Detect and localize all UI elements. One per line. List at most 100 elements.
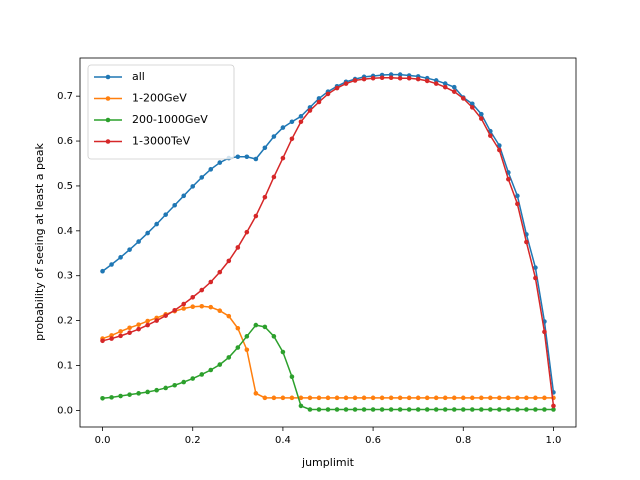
point (406, 75, 412, 81)
point (271, 174, 277, 180)
point (244, 347, 250, 353)
point (316, 395, 322, 401)
point (524, 239, 529, 245)
point (488, 395, 493, 401)
point (244, 334, 250, 339)
point (469, 395, 475, 401)
point (397, 407, 403, 412)
point (488, 407, 493, 412)
point (244, 229, 250, 235)
point (479, 116, 484, 121)
point (515, 201, 520, 207)
point (388, 407, 394, 412)
point (433, 81, 439, 86)
point (497, 143, 502, 148)
point (109, 262, 114, 267)
point (199, 372, 205, 377)
point (181, 301, 187, 307)
point (136, 326, 141, 332)
point (118, 329, 123, 334)
point (406, 407, 412, 412)
point (145, 318, 150, 324)
point (379, 75, 385, 81)
legend-label: all (132, 70, 145, 83)
point (542, 329, 547, 335)
point (271, 395, 277, 401)
point (109, 395, 114, 400)
point (515, 407, 520, 412)
point (100, 268, 105, 274)
point (442, 407, 448, 412)
point (172, 382, 177, 388)
point (127, 325, 132, 331)
y-tick-label: 0.5 (57, 181, 73, 192)
point (334, 407, 340, 412)
point (280, 155, 286, 161)
point (451, 84, 457, 90)
point (424, 78, 430, 84)
point (253, 391, 259, 396)
legend-label: 1-200GeV (132, 92, 187, 105)
point (524, 395, 529, 401)
point (235, 345, 241, 350)
point (199, 303, 205, 309)
point (253, 156, 259, 162)
point (325, 395, 331, 401)
point (451, 89, 457, 94)
point (388, 395, 394, 401)
point (524, 407, 529, 412)
point (451, 395, 457, 401)
legend-marker (105, 96, 111, 101)
legend-marker (105, 74, 111, 80)
axes-frame (79, 57, 577, 428)
point (506, 176, 511, 182)
point (190, 294, 196, 300)
point (533, 407, 538, 412)
point (343, 81, 349, 86)
point (361, 76, 367, 82)
point (343, 395, 349, 401)
y-tick-label: 0.1 (57, 361, 73, 372)
y-tick-label: 0.3 (57, 271, 73, 282)
point (217, 308, 223, 314)
point (145, 322, 150, 328)
y-axis-label: probability of seeing at least a peak (33, 142, 46, 340)
point (289, 119, 295, 125)
point (325, 91, 331, 97)
point (497, 407, 502, 412)
point (388, 75, 394, 81)
point (551, 403, 556, 409)
point (271, 334, 277, 339)
point (370, 75, 376, 81)
point (127, 330, 132, 336)
point (307, 395, 313, 401)
point (199, 287, 205, 293)
point (533, 265, 538, 270)
point (424, 395, 430, 401)
point (244, 154, 250, 160)
point (145, 230, 150, 236)
point (415, 395, 421, 401)
point (190, 376, 196, 381)
point (235, 154, 241, 160)
point (442, 81, 448, 86)
point (415, 407, 421, 412)
point (325, 407, 331, 412)
legend-label: 1-3000TeV (132, 135, 191, 148)
point (361, 407, 367, 412)
point (118, 255, 123, 260)
legend-marker (105, 139, 111, 144)
point (163, 313, 168, 318)
point (506, 407, 511, 412)
point (533, 395, 538, 401)
point (479, 395, 484, 401)
point (497, 147, 502, 153)
x-tick-label: 0.2 (185, 435, 201, 446)
point (289, 136, 295, 142)
point (433, 407, 439, 412)
point (479, 407, 484, 412)
point (226, 313, 232, 319)
point (352, 407, 358, 412)
point (262, 324, 268, 330)
point (181, 379, 187, 385)
